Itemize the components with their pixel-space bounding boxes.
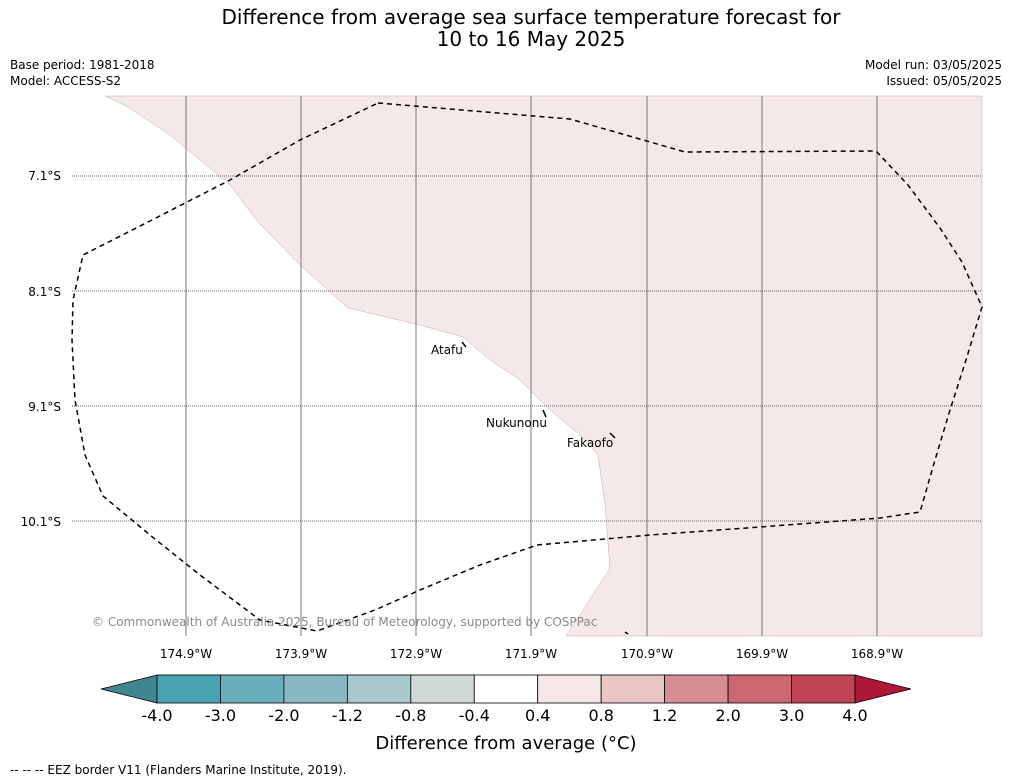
colorbar-bin: [283, 674, 348, 704]
colorbar-bin: [156, 674, 221, 704]
colorbar-tick-label: -0.8: [395, 706, 426, 725]
longitude-gridlines: [185, 96, 878, 636]
colorbar-bin: [664, 674, 729, 704]
colorbar-tick-label: 4.0: [842, 706, 867, 725]
colorbar-over-extension: [854, 674, 912, 704]
place-label-atafu: Atafu: [431, 343, 463, 357]
latitude-gridlines: [72, 175, 982, 522]
colorbar-tick-label: 3.0: [779, 706, 804, 725]
lon-label-173-9: 173.9°W: [275, 647, 327, 661]
place-label-fakaofo: Fakaofo: [567, 436, 613, 450]
model-run-text: Model run: 03/05/2025: [864, 58, 1002, 72]
title-line-1: Difference from average sea surface temp…: [221, 5, 841, 29]
colorbar: [100, 674, 912, 704]
lat-label-10-1: 10.1°S: [21, 515, 61, 529]
colorbar-bin: [220, 674, 285, 704]
map-plot-area: [72, 95, 983, 637]
colorbar-tick-labels: -4.0 -3.0 -2.0 -1.2 -0.8 -0.4 0.4 0.8 1.2 2.0 3.0 4…: [141, 706, 867, 725]
colorbar-bin: [410, 674, 475, 704]
model-text: Model: ACCESS-S2: [10, 74, 122, 88]
eez-border: [71, 102, 983, 632]
place-label-nukunonu: Nukunonu: [486, 416, 547, 430]
colorbar-bin: [473, 674, 539, 704]
base-period-text: Base period: 1981-2018: [10, 58, 155, 72]
colorbar-tick-label: -0.4: [459, 706, 490, 725]
latitude-labels: 7.1°S 8.1°S 9.1°S 10.1°S: [21, 169, 61, 529]
lat-label-9-1: 9.1°S: [28, 400, 61, 414]
colorbar-tick-label: 2.0: [715, 706, 740, 725]
colorbar-tick-label: -1.2: [332, 706, 363, 725]
colorbar-under-extension: [100, 674, 158, 704]
lon-label-172-9: 172.9°W: [390, 647, 442, 661]
nukunonu-island-shape: [542, 409, 547, 418]
lon-label-169-9: 169.9°W: [736, 647, 788, 661]
fakaofo-island-shape: [609, 432, 616, 439]
metadata-left: Base period: 1981-2018 Model: ACCESS-S2: [10, 57, 155, 89]
colorbar-bin: [600, 674, 666, 704]
colorbar-tick-label: 0.8: [588, 706, 613, 725]
issued-text: Issued: 05/05/2025: [886, 74, 1002, 88]
lon-label-168-9: 168.9°W: [851, 647, 903, 661]
longitude-labels: 174.9°W 173.9°W 172.9°W 171.9°W 170.9°W …: [160, 647, 903, 661]
metadata-right: Model run: 03/05/2025 Issued: 05/05/2025: [865, 57, 1002, 89]
colorbar-tick-label: -3.0: [205, 706, 236, 725]
lon-label-174-9: 174.9°W: [160, 647, 212, 661]
small-island-shape: [624, 631, 629, 635]
lat-label-8-1: 8.1°S: [28, 285, 61, 299]
colorbar-bin: [791, 674, 856, 704]
eez-legend-footnote: -- -- -- EEZ border V11 (Flanders Marine…: [10, 763, 347, 777]
lon-label-171-9: 171.9°W: [505, 647, 557, 661]
island-marks: [461, 341, 629, 635]
atafu-island-shape: [461, 341, 467, 348]
lon-label-170-9: 170.9°W: [621, 647, 673, 661]
colorbar-bin: [346, 674, 412, 704]
colorbar-tick-label: 1.2: [652, 706, 677, 725]
warm-anomaly-region: [104, 95, 983, 637]
title-line-2: 10 to 16 May 2025: [436, 27, 626, 51]
colorbar-tick-label: 0.4: [525, 706, 550, 725]
colorbar-title: Difference from average (°C): [375, 733, 636, 754]
map-title: Difference from average sea surface temp…: [0, 6, 1011, 50]
colorbar-bin: [537, 674, 602, 704]
colorbar-bin: [727, 674, 792, 704]
lat-label-7-1: 7.1°S: [28, 169, 61, 183]
copyright-text: © Commonwealth of Australia 2025, Bureau…: [92, 615, 597, 629]
colorbar-tick-label: -2.0: [268, 706, 299, 725]
colorbar-tick-label: -4.0: [141, 706, 172, 725]
